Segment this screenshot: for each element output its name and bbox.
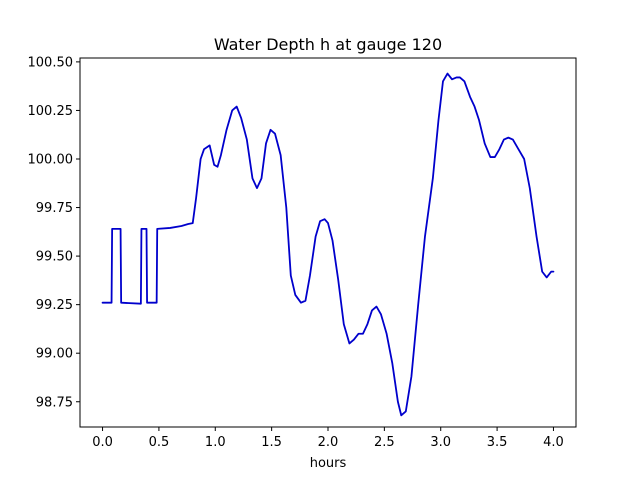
y-tick-label: 100.50 — [28, 55, 74, 70]
x-tick-label: 2.0 — [318, 435, 339, 450]
plot-area — [79, 57, 577, 428]
plot-frame — [79, 57, 577, 428]
x-tick-label: 1.5 — [261, 435, 282, 450]
x-tick-label: 0.5 — [149, 435, 170, 450]
y-tick-label: 99.50 — [36, 250, 73, 265]
x-tick-label: 2.5 — [374, 435, 395, 450]
x-tick-label: 4.0 — [543, 435, 564, 450]
y-axis: 98.75 99.00 99.25 99.50 99.75 100.00 100.25 100… — [28, 55, 80, 410]
y-tick-label: 98.75 — [36, 395, 73, 410]
x-tick-label: 3.0 — [430, 435, 451, 450]
y-tick-label: 99.00 — [36, 347, 73, 362]
y-tick-label: 99.25 — [36, 298, 73, 313]
x-tick-label: 0.0 — [92, 435, 113, 450]
y-tick-label: 100.00 — [28, 152, 74, 167]
chart-title: Water Depth h at gauge 120 — [214, 35, 442, 54]
y-tick-label: 99.75 — [36, 201, 73, 216]
x-axis: 0.0 0.5 1.0 1.5 2.0 2.5 3.0 3.5 4.0 — [92, 427, 564, 450]
x-axis-label: hours — [310, 456, 347, 471]
series-line — [101, 72, 555, 417]
y-tick-label: 100.25 — [28, 104, 74, 119]
x-tick-label: 3.5 — [487, 435, 508, 450]
x-tick-label: 1.0 — [205, 435, 226, 450]
